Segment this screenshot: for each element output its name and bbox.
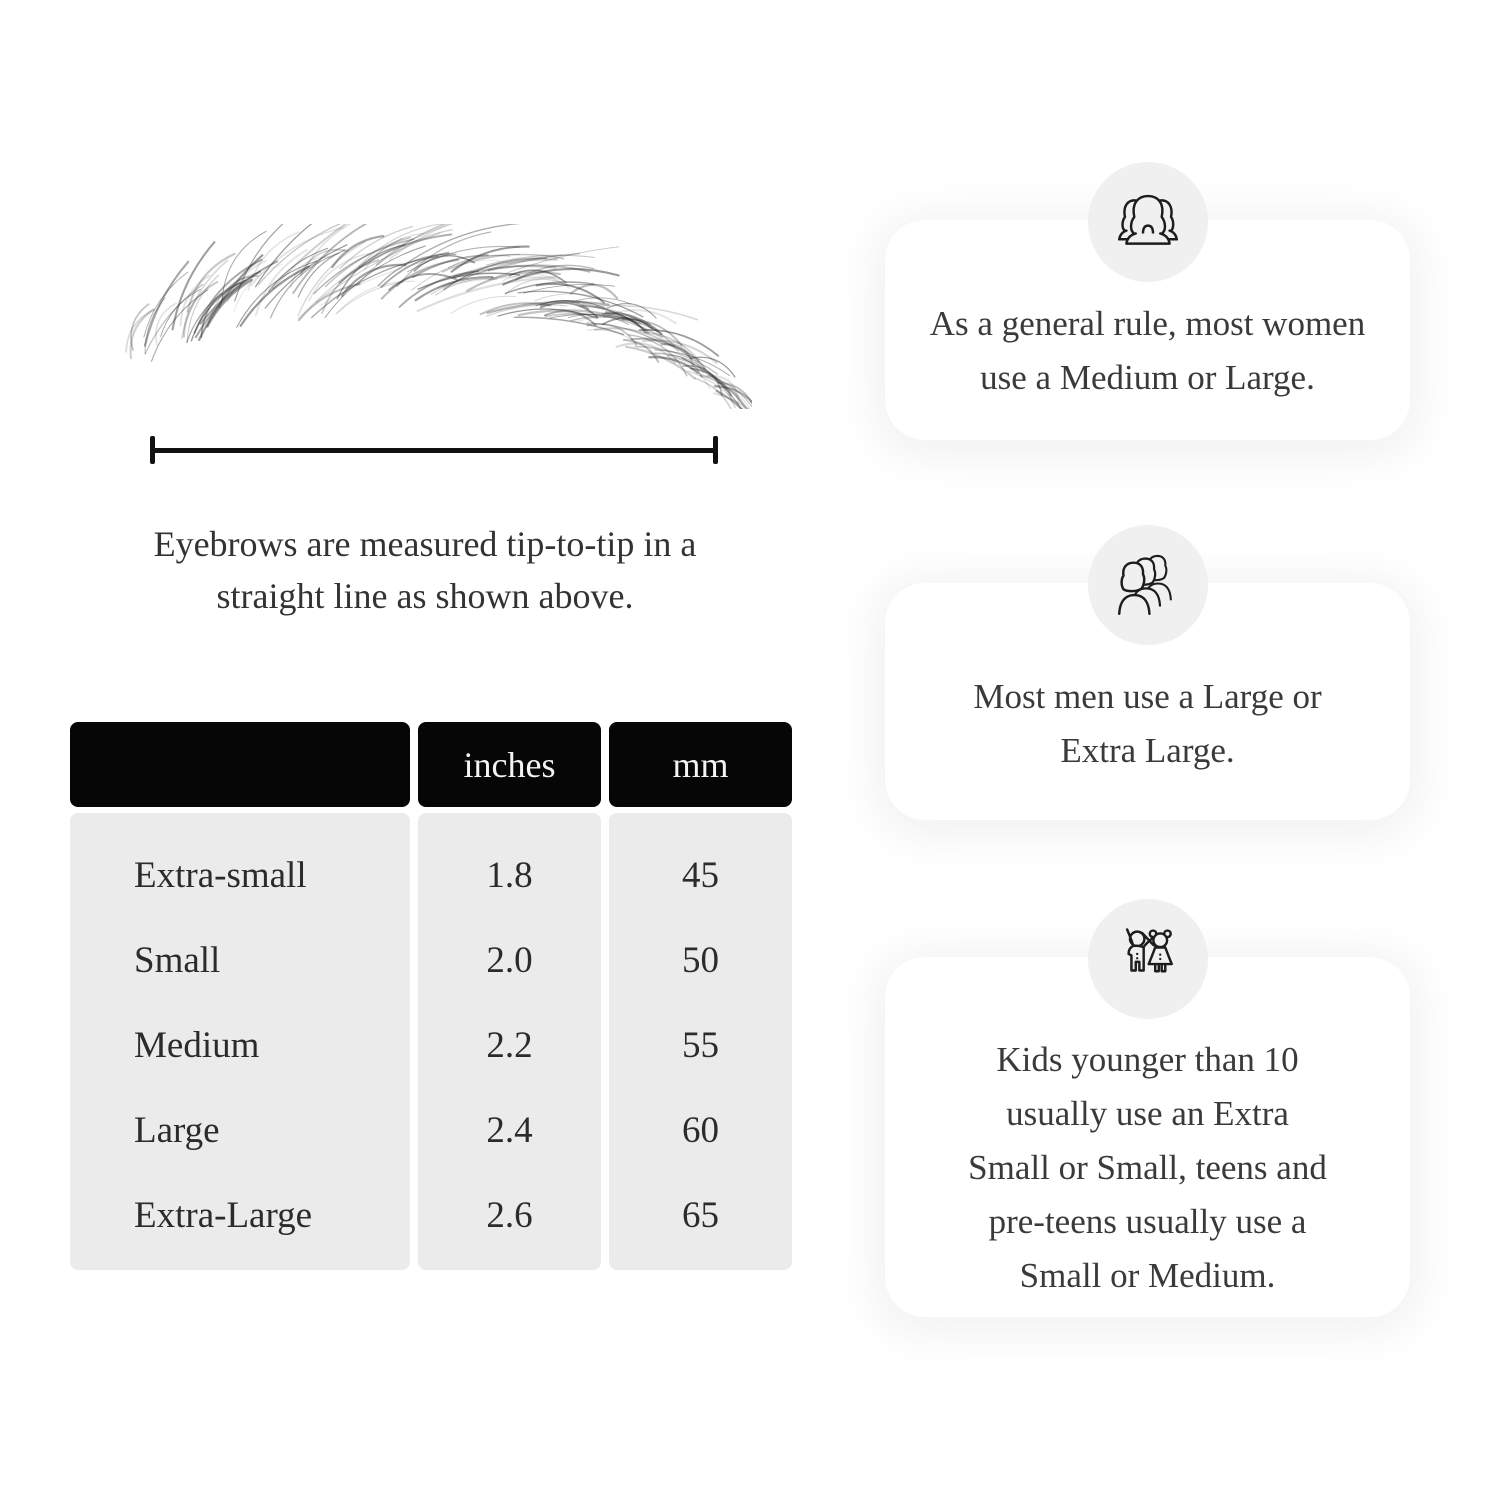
table-row-label: Small <box>134 940 221 981</box>
caption-line-2: in a straight line as shown above. <box>216 524 697 616</box>
table-cell-inches: 2.2 <box>486 1025 533 1066</box>
table-cell-inches: 2.6 <box>486 1195 533 1236</box>
tip-text-line: Most men use a Large or <box>973 676 1322 716</box>
icon-circle <box>1087 525 1208 645</box>
table-cell-mm: 45 <box>682 855 719 896</box>
tip-card-women: As a general rule, most women use a Medi… <box>885 162 1410 440</box>
tip-text-line: As a general rule, most women <box>929 304 1366 343</box>
measurement-bar <box>155 447 713 453</box>
men-group-icon <box>1117 554 1172 616</box>
measurement-left-tick <box>150 436 155 464</box>
measurement-right-tick <box>713 436 718 464</box>
tip-card-men: Most men use a Large or Extra Large. <box>885 525 1410 820</box>
eyebrow-illustration <box>112 204 772 449</box>
table-inches-column: 1.8 2.0 2.2 2.4 2.6 <box>418 813 601 1270</box>
table-cell-mm: 65 <box>682 1195 719 1236</box>
table-cell-mm: 60 <box>682 1110 719 1151</box>
table-mm-column: 45 50 55 60 65 <box>609 813 792 1270</box>
tip-text-line: Extra Large. <box>1060 730 1235 770</box>
women-group-icon <box>1117 194 1178 245</box>
tip-card-kids: Kids younger than 10 usually use an Extr… <box>885 899 1410 1317</box>
table-size-column: Extra-small Small Medium Large Extra-Lar… <box>70 813 410 1270</box>
table-row-label: Extra-Large <box>134 1195 313 1236</box>
table-cell-inches: 1.8 <box>486 855 533 896</box>
measurement-line <box>150 436 718 464</box>
tip-text-line: pre-teens usually use a <box>988 1202 1307 1241</box>
table-cell-mm: 50 <box>682 940 719 981</box>
table-cell-inches: 2.4 <box>486 1110 533 1151</box>
tip-text-line: Kids younger than 10 <box>996 1040 1299 1079</box>
table-row-label: Large <box>134 1110 220 1151</box>
table-cell-inches: 2.0 <box>486 940 533 981</box>
caption-line-1: Eyebrows are measured tip-to-tip <box>153 524 635 564</box>
tip-text-line: usually use an Extra <box>1006 1094 1289 1133</box>
measurement-caption: Eyebrows are measured tip-to-tip in a st… <box>105 518 745 622</box>
eyebrow-svg <box>125 204 772 449</box>
icon-circle <box>1087 162 1208 282</box>
size-table: inches mm Extra-small Small Medium Large… <box>70 722 792 1270</box>
table-header-mm: mm <box>609 722 792 807</box>
table-header-blank <box>70 722 410 807</box>
tip-text-line: Small or Medium. <box>1019 1256 1276 1295</box>
icon-circle <box>1087 899 1208 1019</box>
kids-icon <box>1125 928 1173 973</box>
tip-text-line: Small or Small, teens and <box>968 1148 1327 1187</box>
table-row-label: Medium <box>134 1025 260 1066</box>
table-cell-mm: 55 <box>682 1025 719 1066</box>
table-header-inches: inches <box>418 722 601 807</box>
tip-text-line: use a Medium or Large. <box>980 358 1315 397</box>
table-row-label: Extra-small <box>134 855 307 896</box>
